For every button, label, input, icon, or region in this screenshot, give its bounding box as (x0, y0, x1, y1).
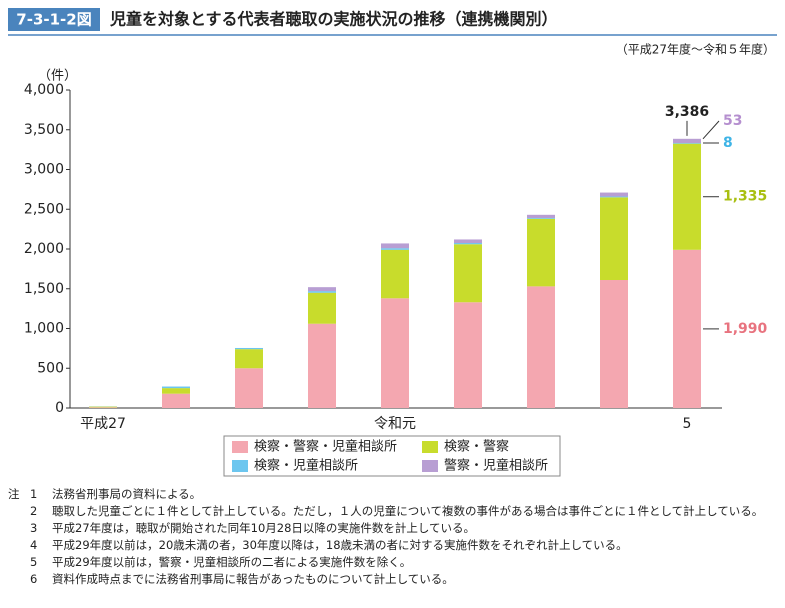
value-label: 8 (723, 135, 733, 151)
bar-segment (89, 406, 117, 408)
total-label: 3,386 (665, 104, 709, 120)
figure-number: 7-3-1-2図 (16, 11, 91, 29)
legend-swatch (422, 441, 438, 453)
y-tick-label: 4,000 (24, 82, 64, 98)
value-label: 1,335 (723, 189, 767, 205)
bar-segment (381, 298, 409, 408)
note-cell (8, 554, 30, 571)
y-axis-label: （件） (38, 69, 77, 84)
bar-segment (308, 291, 336, 293)
bar-segment (89, 407, 117, 408)
note-cell: 平成29年度以前は，20歳未満の者，30年度以降は，18歳未満の者に対する実施件… (52, 538, 628, 552)
bar-segment (600, 192, 628, 197)
note-cell: 注 (8, 487, 20, 501)
bar-segment (673, 143, 701, 250)
legend-label: 警察・児童相談所 (444, 458, 548, 474)
note-cell (8, 503, 30, 520)
note: 5 平成29年度以前は，警察・児童相談所の二者による実施件数を除く。 (8, 554, 778, 571)
note-cell (8, 537, 30, 554)
bar-segment (527, 286, 555, 408)
bar-segment (454, 239, 482, 244)
y-tick-label: 3,000 (24, 162, 64, 178)
bar-segment (673, 143, 701, 144)
note-cell: 平成27年度は，聴取が開始された同年10月28日以降の実施件数を計上している。 (52, 521, 476, 535)
legend-swatch (232, 441, 248, 453)
legend (223, 435, 561, 477)
note: 4 平成29年度以前は，20歳未満の者，30年度以降は，18歳未満の者に対する実施… (8, 537, 778, 554)
bar-segment (527, 217, 555, 219)
bar-segment (162, 386, 190, 389)
legend-label: 検察・警察・児童相談所 (254, 439, 397, 455)
bar-segment (673, 138, 701, 144)
y-tick-label: 2,500 (24, 201, 64, 217)
bar-segment (454, 302, 482, 408)
notes: 注 1 法務省刑事局の資料による。 2 聴取した児童ごとに１件として計上している。ただし… (8, 486, 778, 588)
bar-segment (600, 280, 628, 408)
bar-segment (308, 287, 336, 292)
bar-segment (527, 218, 555, 287)
note-cell: 6 (30, 572, 38, 586)
bar-segment (600, 196, 628, 198)
legend-label: 検察・警察 (444, 439, 509, 455)
chart-title: 児童を対象とする代表者聴取の実施状況の推移（連携機関別） (109, 10, 558, 29)
bar-segment (235, 368, 263, 408)
bar-segment (381, 249, 409, 299)
bar-segment (600, 197, 628, 281)
note: 2 聴取した児童ごとに１件として計上している。ただし，１人の児童について複数の事件… (8, 503, 778, 520)
note-cell: 4 (30, 538, 38, 552)
bar-segment (162, 388, 190, 394)
note-cell: 2 (30, 504, 38, 518)
y-tick-label: 2,000 (24, 241, 64, 257)
note-cell: 法務省刑事局の資料による。 (52, 487, 202, 501)
bar-segment (454, 243, 482, 245)
value-label: 53 (723, 113, 742, 129)
bar-segment (381, 243, 409, 249)
legend-swatch (232, 460, 248, 472)
y-tick-label: 0 (55, 400, 64, 416)
bar-segment (235, 347, 263, 350)
note-cell: 5 (30, 555, 38, 569)
x-tick-label: 令和元 (374, 416, 416, 432)
bar-segment (308, 323, 336, 408)
note-cell (8, 520, 30, 537)
note-cell: 聴取した児童ごとに１件として計上している。ただし，１人の児童について複数の事件が… (52, 504, 764, 518)
x-tick-label: 平成27 (80, 416, 126, 432)
label-pointer (702, 120, 720, 140)
note-cell: 資料作成時点までに法務省刑事局に報告があったものについて計上している。 (52, 572, 454, 586)
note: 3 平成27年度は，聴取が開始された同年10月28日以降の実施件数を計上している。 (8, 520, 778, 537)
y-tick-label: 500 (37, 360, 64, 376)
bar-segment (235, 349, 263, 369)
note-cell: 3 (30, 521, 38, 535)
bar-segment (308, 292, 336, 324)
chart: 7-3-1-2図 児童を対象とする代表者聴取の実施状況の推移（連携機関別） （平… (8, 8, 777, 477)
bar-segment (673, 249, 701, 408)
figure-badge (8, 8, 100, 31)
y-tick-label: 3,500 (24, 122, 64, 138)
note: 注 1 法務省刑事局の資料による。 (8, 486, 778, 503)
legend-swatch (422, 460, 438, 472)
bar-segment (454, 244, 482, 303)
x-tick-label: 5 (683, 416, 692, 432)
bar-segment (527, 214, 555, 218)
legend-label: 検察・児童相談所 (254, 458, 358, 474)
note-cell (8, 571, 30, 588)
note-cell: 平成29年度以前は，警察・児童相談所の二者による実施件数を除く。 (52, 555, 412, 569)
chart-subtitle: （平成27年度～令和５年度） (616, 42, 775, 57)
y-tick-label: 1,000 (24, 321, 64, 337)
note: 6 資料作成時点までに法務省刑事局に報告があったものについて計上している。 (8, 571, 778, 588)
note-cell: 1 (30, 487, 38, 501)
y-tick-label: 1,500 (24, 281, 64, 297)
value-label: 1,990 (723, 321, 768, 337)
bar-segment (162, 393, 190, 408)
bar-segment (381, 248, 409, 250)
